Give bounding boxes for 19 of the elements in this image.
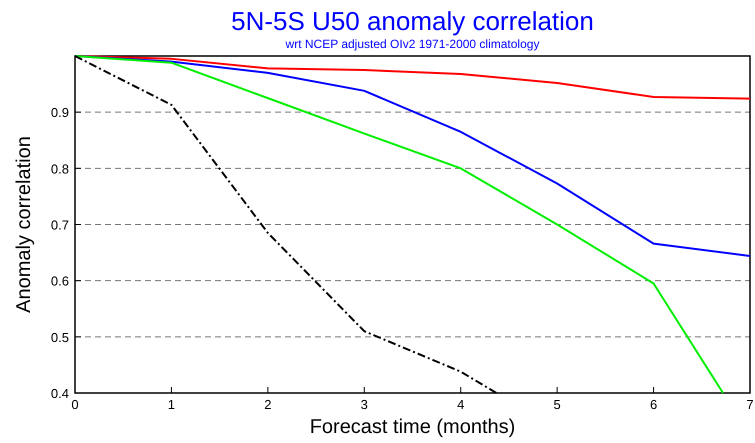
x-tick-label: 4 xyxy=(457,397,464,412)
x-tick-label: 7 xyxy=(746,397,754,412)
y-tick-label: 0.6 xyxy=(50,274,69,289)
y-tick-label: 0.5 xyxy=(50,330,69,345)
chart-subtitle: wrt NCEP adjusted OIv2 1971-2000 climatology xyxy=(284,37,540,51)
y-tick-label: 0.4 xyxy=(50,386,69,401)
chart-title: 5N-5S U50 anomaly correlation xyxy=(231,6,594,36)
x-tick-label: 5 xyxy=(554,397,561,412)
line-series xyxy=(74,55,724,394)
y-axis-title: Anomaly correlation xyxy=(13,136,35,313)
x-axis-title: Forecast time (months) xyxy=(310,416,516,438)
x-tick-label: 3 xyxy=(360,397,368,412)
x-tick-label: 1 xyxy=(168,397,176,412)
x-tick-label: 0 xyxy=(71,397,79,412)
y-tick-label: 0.9 xyxy=(50,105,69,120)
x-tick-label: 6 xyxy=(650,397,658,412)
y-tick-label: 0.8 xyxy=(50,161,69,176)
y-tick-label: 0.7 xyxy=(50,218,69,232)
x-tick-label: 2 xyxy=(264,397,272,412)
